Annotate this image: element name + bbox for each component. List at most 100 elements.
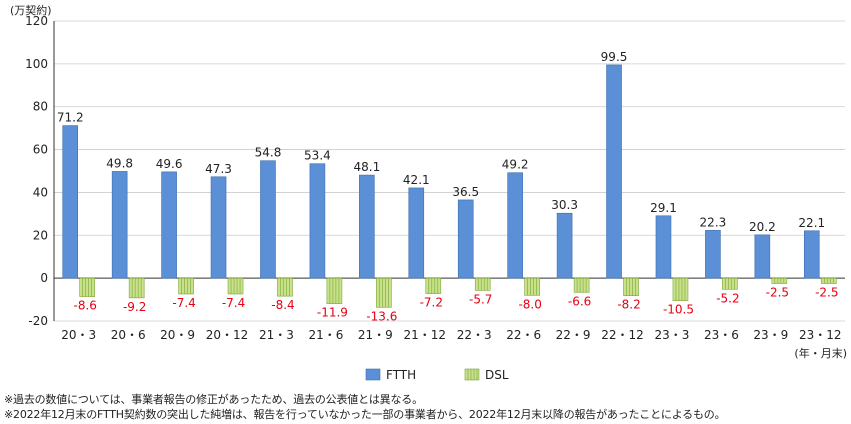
ftth-bar bbox=[803, 230, 820, 279]
y-tick-label: 80 bbox=[33, 100, 48, 114]
ftth-data-label: 49.8 bbox=[106, 156, 133, 170]
x-tick-label: 23・6 bbox=[704, 328, 739, 342]
ftth-data-label: 22.1 bbox=[798, 216, 825, 230]
y-tick-label: 120 bbox=[25, 14, 48, 28]
y-tick-label: 0 bbox=[40, 271, 48, 285]
dsl-bar bbox=[623, 277, 639, 297]
ftth-data-label: 47.3 bbox=[205, 162, 232, 176]
ftth-bar bbox=[62, 125, 79, 279]
ftth-data-label: 48.1 bbox=[353, 160, 380, 174]
ftth-data-label: 42.1 bbox=[403, 173, 430, 187]
dsl-bar bbox=[820, 277, 837, 284]
ftth-bar bbox=[655, 215, 672, 279]
x-tick-label: 20・6 bbox=[111, 328, 146, 342]
dsl-data-label: -5.7 bbox=[469, 292, 492, 306]
dsl-bar bbox=[326, 277, 343, 304]
ftth-data-label: 30.3 bbox=[551, 198, 578, 212]
dsl-data-label: -8.0 bbox=[518, 297, 541, 311]
dsl-data-label: -7.4 bbox=[172, 296, 195, 310]
x-tick-label: 23・12 bbox=[799, 328, 842, 342]
ftth-bar bbox=[507, 172, 523, 279]
dsl-data-label: -2.5 bbox=[815, 286, 838, 300]
ftth-bar bbox=[111, 171, 128, 279]
x-tick-label: 23・9 bbox=[753, 328, 788, 342]
dsl-bar bbox=[474, 277, 491, 291]
dsl-bar bbox=[178, 277, 194, 295]
ftth-data-label: 54.8 bbox=[255, 146, 282, 160]
dsl-bar bbox=[79, 277, 96, 297]
ftth-bar bbox=[309, 163, 326, 279]
dsl-data-label: -7.4 bbox=[222, 296, 245, 310]
legend-swatch-dsl bbox=[464, 368, 480, 381]
ftth-data-label: 49.2 bbox=[502, 158, 529, 172]
dsl-data-label: -8.2 bbox=[617, 298, 640, 312]
ftth-data-label: 22.3 bbox=[700, 215, 727, 229]
legend-label-ftth: FTTH bbox=[386, 368, 416, 382]
dsl-data-label: -10.5 bbox=[663, 303, 694, 317]
dsl-data-label: -6.6 bbox=[568, 294, 591, 308]
y-unit-label: (万契約) bbox=[10, 3, 52, 17]
legend-label-dsl: DSL bbox=[485, 368, 509, 382]
ftth-bar bbox=[359, 174, 375, 279]
x-axis: 20・3 20・6 20・9 20・12 21・3 21・6 21・9 21・12 22・3 22… bbox=[61, 328, 841, 342]
dsl-data-label: -2.5 bbox=[766, 286, 789, 300]
dsl-bar bbox=[524, 277, 540, 296]
ftth-bar bbox=[210, 176, 227, 279]
x-tick-label: 21・3 bbox=[259, 328, 294, 342]
dsl-bar bbox=[227, 277, 244, 295]
dsl-data-label: -9.2 bbox=[123, 300, 146, 314]
ftth-bar bbox=[705, 230, 721, 279]
x-unit-label: (年・月末) bbox=[794, 346, 847, 360]
y-tick-label: 20 bbox=[33, 228, 48, 242]
dsl-bar bbox=[277, 277, 293, 297]
x-tick-label: 20・3 bbox=[61, 328, 96, 342]
y-tick-label: -20 bbox=[28, 314, 48, 328]
x-tick-label: 23・3 bbox=[655, 328, 690, 342]
x-tick-label: 22・9 bbox=[556, 328, 591, 342]
legend-swatch-ftth bbox=[365, 368, 381, 381]
x-tick-label: 22・3 bbox=[457, 328, 492, 342]
dsl-data-label: -8.4 bbox=[271, 298, 294, 312]
ftth-data-label: 29.1 bbox=[650, 201, 677, 215]
footnote-1: ※過去の数値については、事業者報告の修正があったため、過去の公表値とは異なる。 bbox=[4, 393, 423, 406]
y-tick-label: 60 bbox=[33, 143, 48, 157]
ftth-bar bbox=[457, 199, 474, 279]
ftth-data-label: 36.5 bbox=[452, 185, 479, 199]
dsl-data-label: -11.9 bbox=[317, 306, 348, 320]
y-tick-label: 40 bbox=[33, 185, 48, 199]
x-tick-label: 22・6 bbox=[506, 328, 541, 342]
ftth-data-label: 99.5 bbox=[601, 50, 628, 64]
y-axis: -20 0 20 40 60 80 100 120 bbox=[25, 14, 55, 328]
dsl-bar bbox=[672, 277, 689, 301]
ftth-bar bbox=[606, 64, 622, 279]
ftth-bar bbox=[408, 187, 425, 279]
x-tick-label: 20・9 bbox=[160, 328, 195, 342]
legend: FTTH DSL bbox=[365, 368, 509, 382]
x-tick-label: 22・12 bbox=[601, 328, 644, 342]
ftth-bar bbox=[556, 212, 573, 279]
footnote-2: ※2022年12月末のFTTH契約数の突出した純増は、報告を行っていなかった一部… bbox=[4, 408, 726, 421]
y-tick-label: 100 bbox=[25, 57, 48, 71]
dsl-data-label: -7.2 bbox=[420, 296, 443, 310]
ftth-data-label: 71.2 bbox=[57, 111, 84, 125]
bar-chart: -20 0 20 40 60 80 100 120 (万契約) 71.2 -8.6 49.8 -9.… bbox=[10, 3, 847, 382]
ftth-data-label: 20.2 bbox=[749, 220, 776, 234]
dsl-data-label: -8.6 bbox=[74, 299, 97, 313]
x-tick-label: 21・9 bbox=[358, 328, 393, 342]
dsl-bar bbox=[425, 277, 442, 294]
dsl-bar bbox=[376, 277, 392, 308]
ftth-bar bbox=[754, 234, 771, 279]
dsl-data-label: -5.2 bbox=[716, 291, 739, 305]
ftth-data-label: 53.4 bbox=[304, 149, 331, 163]
x-tick-label: 21・12 bbox=[404, 328, 447, 342]
ftth-bar bbox=[161, 171, 177, 279]
dsl-data-label: -13.6 bbox=[366, 309, 397, 323]
dsl-bar bbox=[771, 277, 788, 284]
x-tick-label: 20・12 bbox=[206, 328, 249, 342]
dsl-bar bbox=[722, 277, 738, 290]
dsl-bar bbox=[128, 277, 145, 299]
ftth-bar bbox=[260, 160, 276, 279]
x-tick-label: 21・6 bbox=[308, 328, 343, 342]
bars: 71.2 -8.6 49.8 -9.2 49.6 -7.4 47.3 -7.4 54.8 -8.4… bbox=[57, 50, 839, 323]
dsl-bar bbox=[573, 277, 590, 293]
